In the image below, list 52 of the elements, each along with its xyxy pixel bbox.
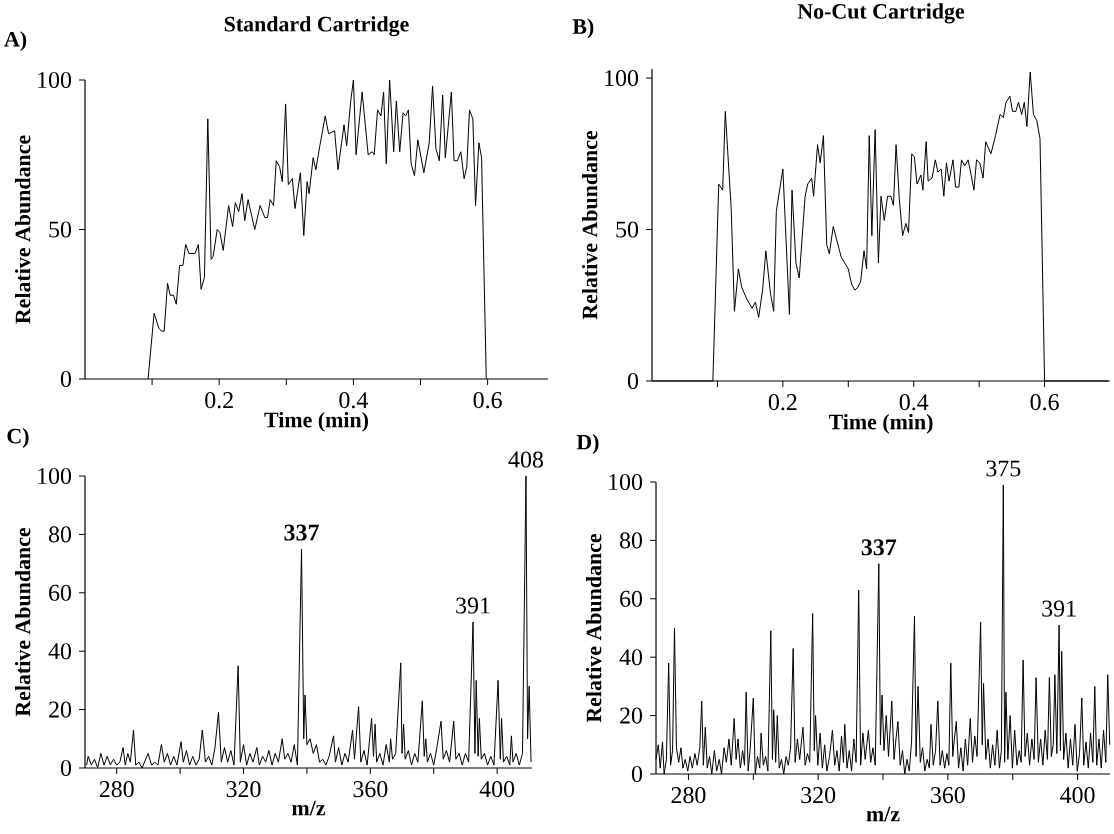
annotation: 408 — [508, 451, 543, 468]
y-tick-label: 60 — [49, 584, 72, 601]
x-tick-label: 0.2 — [205, 392, 233, 409]
x-tick-label: 280 — [671, 787, 706, 804]
y-tick-label: 100 — [609, 473, 643, 491]
x-tick-label: 0.6 — [1030, 394, 1059, 411]
y-axis-title: Relative Abundance — [585, 533, 602, 723]
y-tick-label: 100 — [605, 70, 639, 87]
annotation: 375 — [986, 460, 1021, 477]
chart-title: Standard Cartridge — [224, 16, 409, 37]
y-tick-label: 0 — [631, 765, 643, 783]
text: D) — [576, 434, 599, 454]
y-tick-label: 100 — [38, 71, 72, 89]
annotation: 337 — [284, 524, 319, 541]
y-tick-label: 100 — [38, 467, 72, 485]
x-tick-label: 280 — [99, 781, 134, 798]
chart-title: No-Cut Cartridge — [797, 3, 965, 24]
y-tick-label: 0 — [627, 372, 639, 390]
annotation: 391 — [1042, 600, 1076, 617]
y-tick-label: 20 — [49, 701, 72, 718]
y-tick-label: 20 — [620, 707, 643, 724]
y-tick-label: 80 — [619, 532, 643, 549]
x-tick-label: 0.4 — [899, 394, 929, 411]
y-tick-label: 50 — [616, 221, 639, 238]
x-tick-label: 360 — [353, 781, 388, 798]
y-tick-label: 80 — [48, 526, 72, 543]
x-axis-title: Time (min) — [264, 411, 368, 432]
x-tick-label: 360 — [931, 787, 965, 804]
x-tick-label: 400 — [1060, 787, 1095, 804]
y-tick-label: 50 — [49, 221, 72, 238]
x-tick-label: 0.4 — [339, 392, 368, 409]
y-tick-label: 40 — [619, 649, 643, 666]
x-axis-title: m/z — [866, 806, 900, 822]
x-tick-label: 320 — [801, 787, 836, 804]
y-axis-title: Relative Abundance — [14, 135, 31, 324]
x-tick-label: 0.2 — [768, 394, 797, 411]
y-tick-label: 40 — [48, 643, 72, 660]
x-tick-label: 400 — [479, 781, 515, 798]
y-tick-label: 0 — [60, 370, 72, 388]
y-tick-label: 60 — [620, 590, 643, 607]
annotation: 391 — [456, 597, 490, 614]
text: B) — [572, 18, 594, 39]
text: A) — [4, 31, 27, 52]
x-tick-label: 320 — [226, 781, 261, 798]
x-tick-label: 0.6 — [473, 392, 502, 409]
x-axis-title: Time (min) — [828, 413, 933, 434]
y-axis-title: Relative Abundance — [14, 527, 31, 717]
annotation: 337 — [861, 539, 897, 556]
x-axis-title: m/z — [292, 800, 326, 816]
y-tick-label: 0 — [60, 759, 72, 777]
text: C) — [7, 428, 29, 448]
y-axis-title: Relative Abundance — [581, 130, 598, 320]
